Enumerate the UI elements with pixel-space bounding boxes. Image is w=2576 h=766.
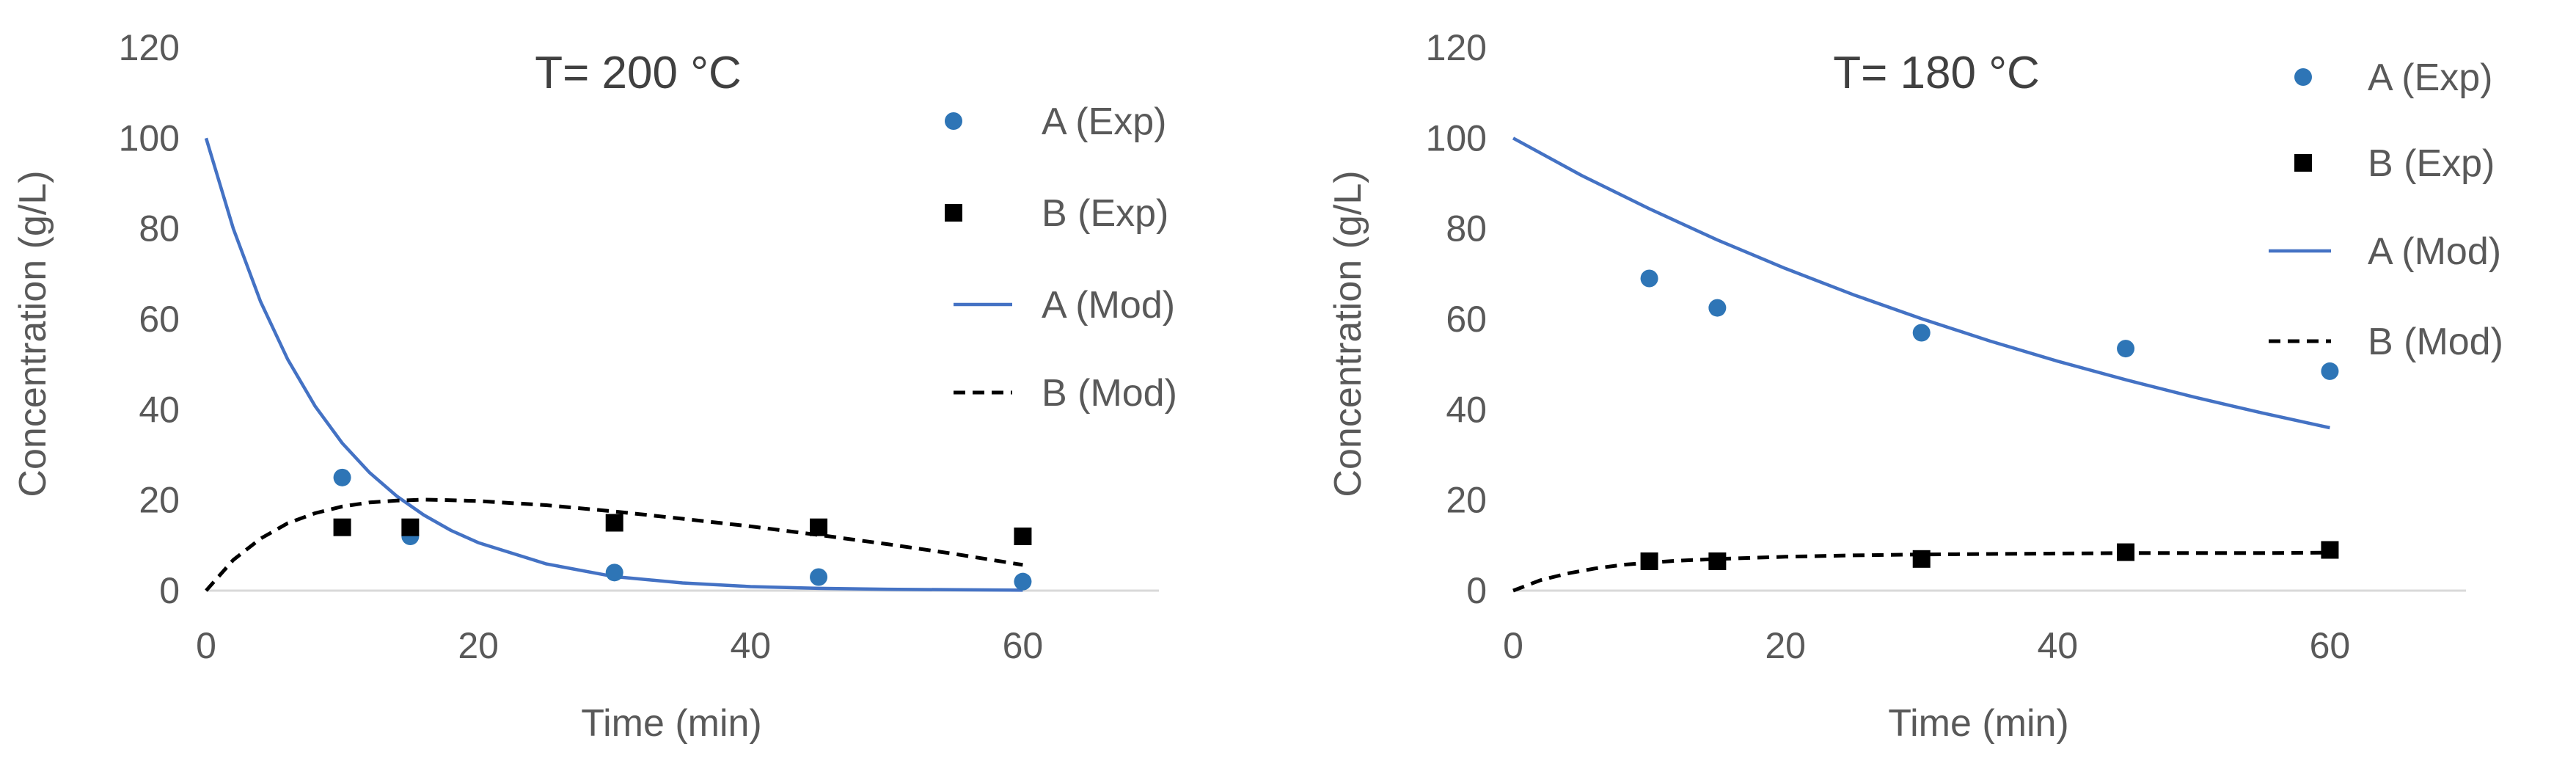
y-tick-label: 80 (139, 208, 180, 249)
data-point-bexp (2321, 541, 2339, 559)
y-tick-label: 80 (1446, 208, 1487, 249)
data-point-aexp (2321, 362, 2339, 380)
chart-title: T= 180 °C (1833, 48, 2040, 98)
x-axis-title: Time (min) (1888, 702, 2069, 745)
x-axis-title: Time (min) (581, 702, 762, 745)
y-tick-label: 120 (1426, 27, 1487, 68)
data-point-aexp (605, 563, 623, 582)
legend-marker-bexp (945, 204, 962, 222)
data-point-bexp (1640, 552, 1658, 570)
y-tick-label: 20 (1446, 480, 1487, 521)
data-point-aexp (1014, 572, 1032, 591)
chart-panel-200C: 0 20 40 60 80 100 120 0 20 40 60 Time (min) Concentr… (12, 27, 1177, 745)
y-axis-title: Concentration (g/L) (12, 170, 54, 497)
y-axis-title: Concentration (g/L) (1327, 170, 1369, 497)
y-tick-label: 100 (1426, 117, 1487, 158)
chart-title: T= 200 °C (535, 48, 742, 98)
data-point-bexp (810, 518, 828, 536)
y-tick-label: 40 (1446, 389, 1487, 430)
legend: A (Exp) B (Exp) A (Mod) B (Mod) (2269, 56, 2503, 363)
y-tick-label: 60 (139, 299, 180, 340)
data-point-aexp (2117, 340, 2135, 358)
chart-panel-180C: 0 20 40 60 80 100 120 0 20 40 60 Time (min) Concentr… (1327, 27, 2503, 745)
x-tick-label: 0 (196, 625, 216, 666)
legend-marker-aexp (2294, 68, 2312, 86)
x-tick-label: 20 (1765, 625, 1806, 666)
legend-label-bmod: B (Mod) (1042, 372, 1177, 415)
y-tick-label: 120 (119, 27, 180, 68)
legend-marker-bexp (2294, 154, 2312, 172)
data-point-bexp (1912, 550, 1931, 568)
data-point-bexp (333, 518, 351, 536)
data-point-bexp (2117, 543, 2135, 561)
data-point-aexp (1912, 324, 1931, 342)
y-tick-label: 100 (119, 117, 180, 158)
series-line-bmod (1512, 550, 2330, 593)
x-tick-label: 40 (730, 625, 771, 666)
series-line-bmod (205, 497, 1023, 592)
data-point-aexp (1640, 269, 1658, 288)
x-tick-label: 40 (2037, 625, 2078, 666)
x-tick-label: 0 (1503, 625, 1523, 666)
legend-label-aexp: A (Exp) (2368, 56, 2493, 99)
legend-label-aexp: A (Exp) (1042, 101, 1167, 143)
y-tick-label: 20 (139, 480, 180, 521)
legend-marker-aexp (945, 112, 962, 130)
x-tick-label: 60 (2310, 625, 2351, 666)
data-point-bexp (401, 518, 420, 536)
legend-label-amod: A (Mod) (1042, 284, 1175, 327)
x-tick-label: 60 (1003, 625, 1044, 666)
series-line-amod (204, 137, 1023, 592)
legend-label-amod: A (Mod) (2368, 230, 2501, 273)
legend-label-bexp: B (Exp) (2368, 142, 2495, 185)
legend-label-bmod: B (Mod) (2368, 321, 2503, 363)
data-point-aexp (333, 468, 351, 486)
y-tick-label: 0 (159, 570, 180, 611)
data-point-bexp (1014, 528, 1032, 545)
legend: A (Exp) B (Exp) A (Mod) B (Mod) (945, 101, 1177, 415)
y-tick-label: 60 (1446, 299, 1487, 340)
data-point-bexp (605, 514, 623, 532)
data-point-aexp (1708, 299, 1727, 317)
y-tick-label: 40 (139, 389, 180, 430)
data-point-aexp (810, 568, 828, 586)
data-point-bexp (1708, 552, 1727, 570)
x-tick-label: 20 (458, 625, 499, 666)
y-tick-label: 0 (1466, 570, 1487, 611)
legend-label-bexp: B (Exp) (1042, 192, 1168, 235)
series-line-amod (1512, 136, 2330, 430)
